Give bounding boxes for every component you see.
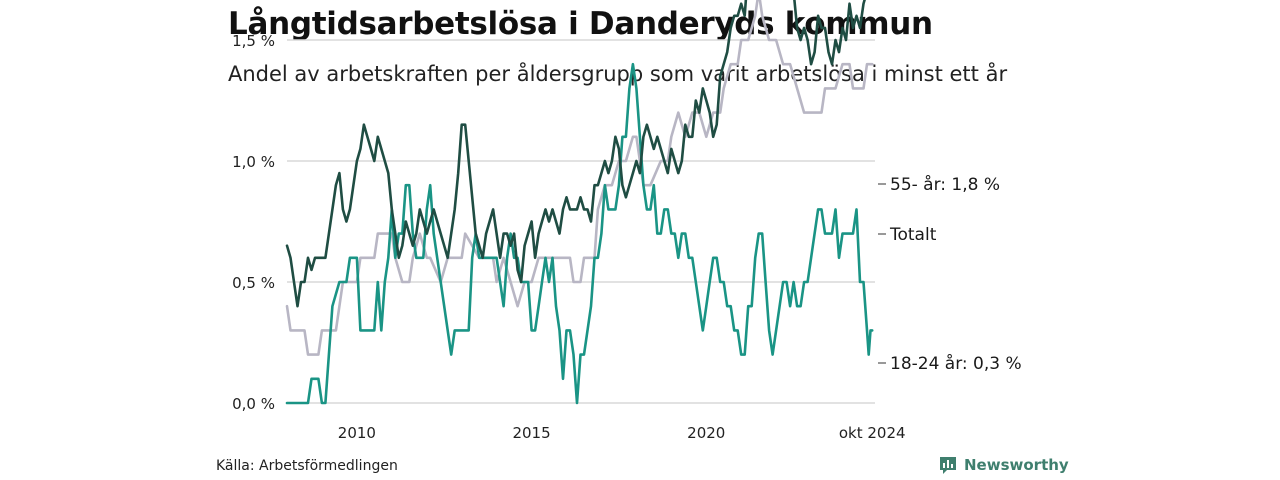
bar-chart-icon (940, 457, 956, 474)
end-label: Totalt (889, 225, 937, 245)
series-line-totalt (285, 0, 874, 356)
page-subtitle: Andel av arbetskraften per åldersgrupp s… (228, 62, 1008, 86)
y-tick-label: 0,5 % (232, 274, 275, 292)
y-tick-label: 1,5 % (232, 32, 275, 50)
series-lines (285, 0, 874, 405)
x-axis-labels: 2010 2015 2020 okt 2024 (338, 424, 906, 442)
end-label: 18-24 år: 0,3 % (890, 353, 1022, 374)
y-tick-label: 1,0 % (232, 153, 275, 171)
x-tick-label: okt 2024 (839, 424, 906, 442)
brand-logo[interactable]: Newsworthy (938, 455, 1069, 475)
series-line-55-r (285, 0, 866, 308)
y-axis-labels: 0,0 %0,5 %1,0 %1,5 %2,0 % (232, 32, 275, 413)
series-line-18-24-r (285, 62, 874, 405)
x-tick-label: 2015 (512, 424, 550, 442)
x-tick-label: 2010 (338, 424, 376, 442)
end-label: 55- år: 1,8 % (890, 174, 1000, 195)
brand-name: Newsworthy (964, 456, 1069, 474)
end-labels: Totalt 18-24 år: 0,3 % 55- år: 1,8 % (878, 174, 1022, 374)
x-tick-label: 2020 (687, 424, 725, 442)
source-note: Källa: Arbetsförmedlingen (216, 458, 398, 474)
y-tick-label: 0,0 % (232, 395, 275, 413)
